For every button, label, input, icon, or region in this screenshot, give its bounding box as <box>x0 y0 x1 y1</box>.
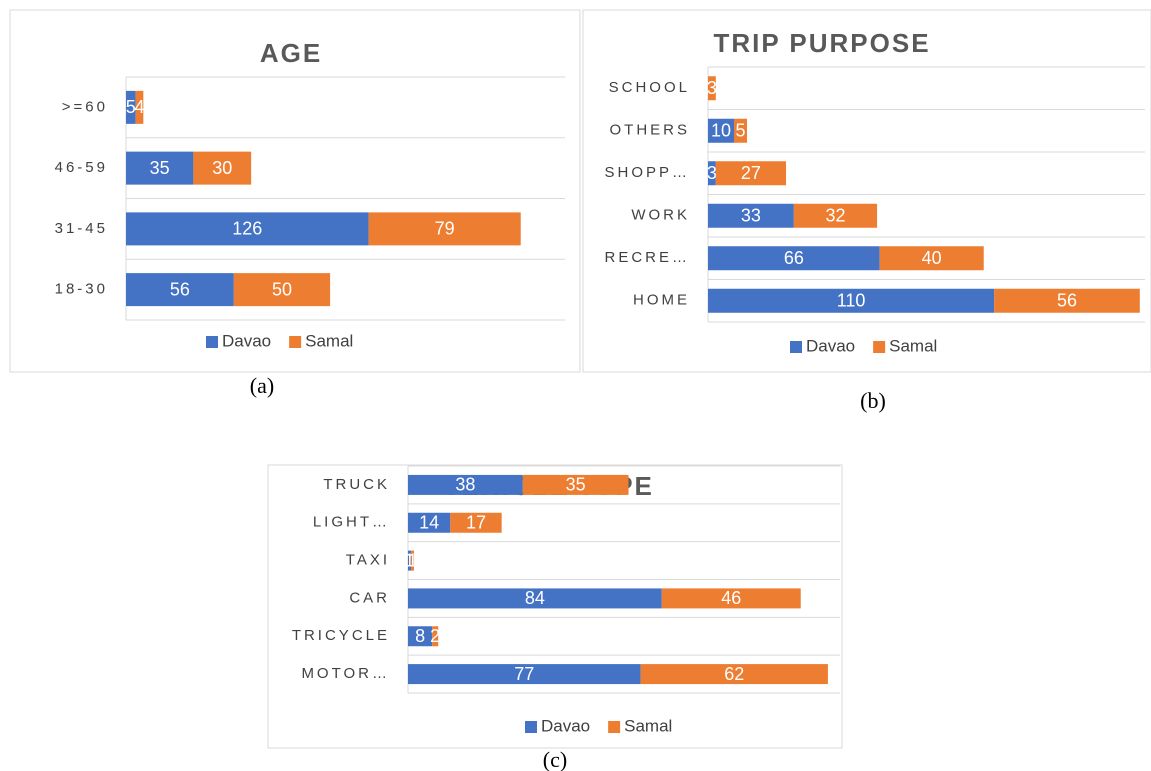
chart-frame <box>9 9 581 373</box>
data-label: 40 <box>922 248 942 268</box>
bar-segment <box>994 288 1140 313</box>
chart-title: AGE <box>260 38 322 68</box>
category-label: TRUCK <box>323 476 390 493</box>
data-label: 46 <box>721 588 741 608</box>
bar-segment <box>708 161 716 186</box>
data-label: 3 <box>707 78 717 98</box>
bar-segment <box>408 474 523 495</box>
bar-segment <box>233 273 331 307</box>
data-label: 38 <box>455 475 475 495</box>
data-label: 66 <box>784 248 804 268</box>
bar-segment <box>640 664 828 685</box>
legend-swatch <box>790 341 802 353</box>
data-label: 56 <box>1057 291 1077 311</box>
legend-swatch <box>873 341 886 353</box>
category-label: RECRE… <box>604 249 690 266</box>
category-label: TAXI <box>346 552 390 569</box>
data-label: 77 <box>514 664 534 684</box>
bar-segment <box>450 512 502 533</box>
bar-segment <box>715 161 787 186</box>
legend-swatch <box>525 721 537 733</box>
bar-segment <box>432 626 439 647</box>
bar-segment <box>126 90 136 124</box>
data-label: 30 <box>212 158 232 178</box>
data-label: 126 <box>232 219 262 239</box>
bar-segment <box>126 151 194 185</box>
legend-swatch <box>206 336 218 348</box>
caption: (a) <box>250 373 274 398</box>
legend-label: Davao <box>806 336 855 355</box>
bar-segment <box>411 550 415 571</box>
data-label: 50 <box>272 279 292 299</box>
category-label: CAR <box>349 589 390 606</box>
data-label: 110 <box>837 291 866 311</box>
data-label: 5 <box>126 97 136 117</box>
data-label: 5 <box>736 121 746 141</box>
bar-segment <box>368 212 521 246</box>
legend-swatch <box>608 721 621 733</box>
data-label: 35 <box>150 158 170 178</box>
data-label: 1 <box>405 550 415 570</box>
chart-frame <box>582 9 1151 373</box>
data-label: 14 <box>419 513 439 533</box>
bar-segment <box>522 474 629 495</box>
bar-segment <box>408 664 641 685</box>
legend-label: Samal <box>889 336 937 355</box>
data-label: 17 <box>466 513 486 533</box>
bar-segment <box>708 288 995 313</box>
data-label: 32 <box>825 206 845 226</box>
data-label: 84 <box>525 588 545 608</box>
category-label: TRICYCLE <box>292 627 390 644</box>
data-label: 8 <box>415 626 425 646</box>
bar-segment <box>408 550 412 571</box>
category-label: >=60 <box>62 98 108 115</box>
category-label: OTHERS <box>609 122 690 139</box>
data-label: 10 <box>711 121 731 141</box>
bar-segment <box>408 512 451 533</box>
data-label: 3 <box>707 163 717 183</box>
data-label: 79 <box>435 219 455 239</box>
legend-swatch <box>289 336 302 348</box>
bar-segment <box>708 203 794 228</box>
bar-segment <box>708 246 880 271</box>
data-label: 35 <box>566 475 586 495</box>
data-label: 27 <box>741 163 761 183</box>
category-label: 18-30 <box>55 281 108 298</box>
bar-segment <box>126 273 234 307</box>
bar-segment <box>661 588 801 609</box>
category-label: SCHOOL <box>609 79 690 96</box>
bar-segment <box>135 90 144 124</box>
legend-label: Davao <box>222 331 271 350</box>
bar-segment <box>793 203 878 228</box>
bar-segment <box>708 76 716 101</box>
data-label: 62 <box>724 664 744 684</box>
caption: (b) <box>860 388 886 413</box>
data-label: 33 <box>741 206 761 226</box>
bar-segment <box>193 151 252 185</box>
legend-label: Samal <box>305 331 353 350</box>
bar-segment <box>879 246 984 271</box>
caption: (c) <box>543 747 567 771</box>
bar-segment <box>408 588 662 609</box>
category-label: LIGHT… <box>313 514 390 531</box>
data-label: 4 <box>134 97 144 117</box>
legend-label: Samal <box>624 716 672 735</box>
category-label: SHOPP… <box>604 164 690 181</box>
legend-label: Davao <box>541 716 590 735</box>
category-label: MOTOR… <box>301 665 390 682</box>
data-label: 56 <box>170 279 190 299</box>
bar-segment <box>126 212 369 246</box>
data-label: 1 <box>408 550 418 570</box>
chart-title: TRIP PURPOSE <box>713 28 930 58</box>
category-label: WORK <box>631 207 690 224</box>
bar-segment <box>708 118 735 143</box>
category-label: 31-45 <box>55 220 108 237</box>
category-label: 46-59 <box>55 159 108 176</box>
data-label: 2 <box>430 626 440 646</box>
bar-segment <box>408 626 433 647</box>
bar-segment <box>734 118 748 143</box>
category-label: HOME <box>633 292 690 309</box>
